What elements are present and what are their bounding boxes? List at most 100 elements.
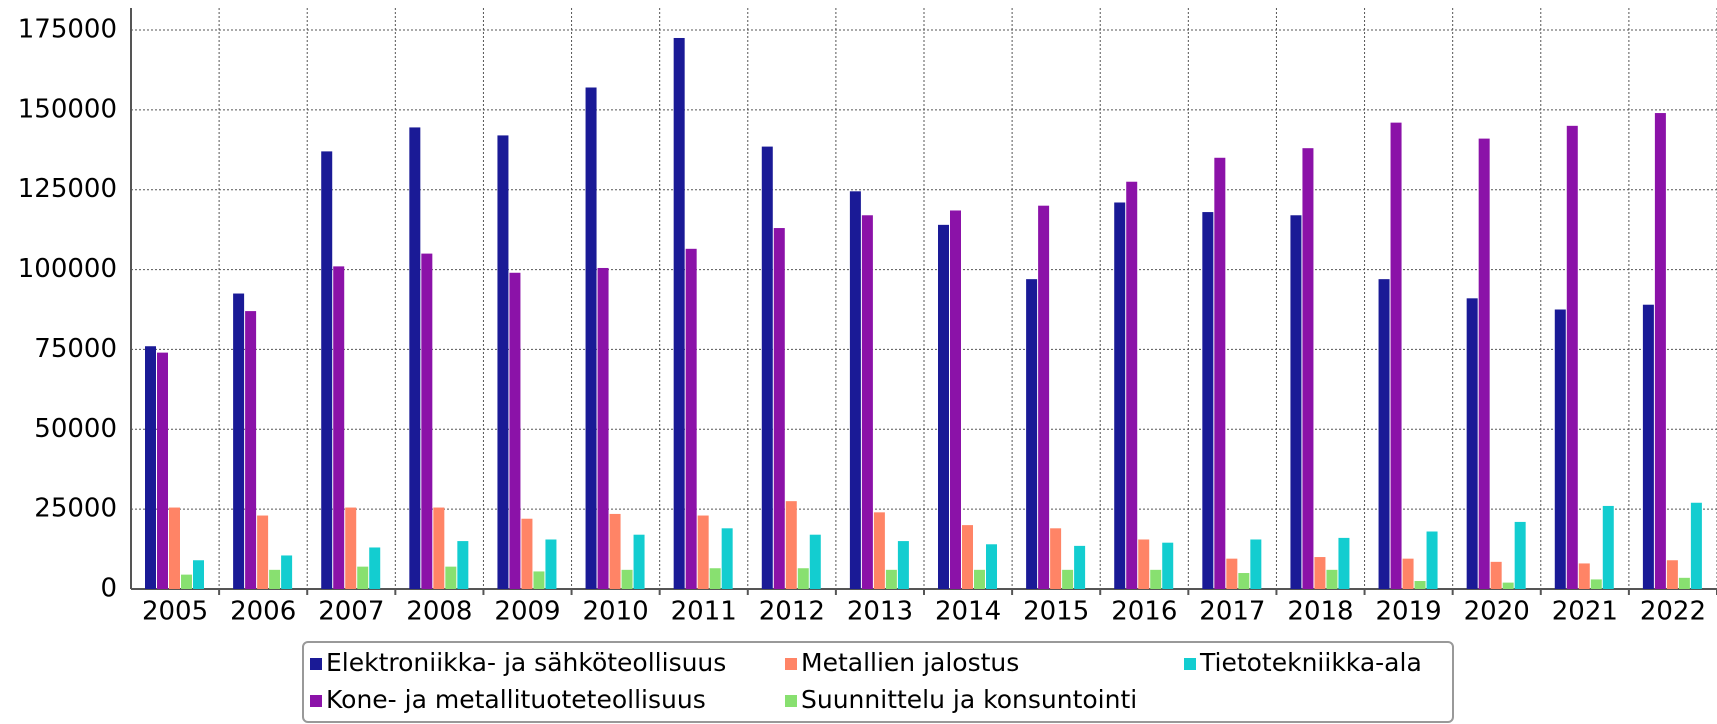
bar xyxy=(1214,157,1226,589)
legend-label: Metallien jalostus xyxy=(801,648,1019,677)
bar xyxy=(457,541,469,589)
x-tick-label: 2019 xyxy=(1376,597,1442,627)
bar xyxy=(357,566,369,589)
bar xyxy=(181,574,192,589)
legend-swatch xyxy=(785,658,797,670)
x-tick-label: 2022 xyxy=(1640,597,1706,627)
bar xyxy=(873,512,885,589)
bar xyxy=(1490,561,1502,589)
bar xyxy=(585,87,597,590)
bar xyxy=(1162,542,1174,589)
y-tick-label: 50000 xyxy=(34,414,117,444)
bar xyxy=(509,272,521,589)
bar xyxy=(1226,558,1238,589)
bar xyxy=(1590,579,1602,589)
bar xyxy=(233,293,245,589)
bar xyxy=(685,248,697,589)
x-tick-label: 2013 xyxy=(847,597,913,627)
bar xyxy=(761,146,773,589)
bar xyxy=(885,569,897,589)
bar xyxy=(1654,113,1666,590)
y-tick-label: 25000 xyxy=(34,494,117,524)
bar xyxy=(721,528,733,589)
x-tick-label: 2016 xyxy=(1111,597,1177,627)
legend-label: Tietotekniikka-ala xyxy=(1199,648,1422,677)
bar xyxy=(269,569,281,589)
legend-swatch xyxy=(1184,658,1196,670)
y-tick-label: 0 xyxy=(100,574,117,604)
bar xyxy=(1378,279,1390,589)
legend-swatch xyxy=(310,658,322,670)
x-tick-label: 2011 xyxy=(671,597,737,627)
legend-label: Elektroniikka- ja sähköteollisuus xyxy=(326,648,726,677)
bar xyxy=(1502,582,1514,589)
legend-swatch xyxy=(310,695,322,707)
bar xyxy=(1390,122,1402,590)
x-tick-label: 2009 xyxy=(494,597,560,627)
bar xyxy=(1466,298,1478,589)
y-tick-label: 100000 xyxy=(18,254,117,284)
x-tick-label: 2007 xyxy=(318,597,384,627)
bar xyxy=(950,210,961,589)
bar xyxy=(809,534,821,589)
bar xyxy=(785,501,797,589)
legend-box xyxy=(302,641,1454,723)
bar xyxy=(169,507,180,589)
bar xyxy=(1478,138,1490,589)
x-tick-label: 2014 xyxy=(935,597,1001,627)
bar xyxy=(1678,577,1690,589)
bar xyxy=(1126,181,1138,589)
bar xyxy=(145,346,156,589)
y-tick-label: 125000 xyxy=(18,174,117,204)
bar xyxy=(709,568,721,589)
bar xyxy=(1038,205,1050,589)
bar xyxy=(1426,531,1438,589)
bar xyxy=(597,267,609,589)
bar xyxy=(409,127,421,589)
bar xyxy=(1050,528,1062,589)
bar xyxy=(986,544,997,589)
bar xyxy=(849,191,861,589)
x-tick-label: 2017 xyxy=(1199,597,1265,627)
bar xyxy=(1602,505,1614,589)
bar xyxy=(938,224,949,589)
bar xyxy=(797,568,809,589)
bar xyxy=(1566,125,1578,589)
x-tick-label: 2020 xyxy=(1464,597,1530,627)
bar xyxy=(157,352,168,589)
bar xyxy=(245,311,257,589)
bar xyxy=(1338,537,1350,589)
bar xyxy=(633,534,645,589)
bar xyxy=(193,560,204,589)
bar xyxy=(1554,309,1566,589)
bar xyxy=(1302,148,1314,589)
bar xyxy=(1666,560,1678,589)
bar xyxy=(1290,215,1302,590)
y-tick-label: 75000 xyxy=(34,334,117,364)
bar xyxy=(1578,563,1590,589)
y-tick-label: 175000 xyxy=(18,15,117,45)
bar xyxy=(673,37,685,589)
bar xyxy=(545,539,557,589)
bar xyxy=(1314,557,1326,589)
bar xyxy=(1150,569,1162,589)
x-tick-label: 2021 xyxy=(1552,597,1618,627)
bar xyxy=(445,566,457,589)
bar xyxy=(1414,581,1426,589)
bar xyxy=(1250,539,1262,589)
bar xyxy=(621,569,633,589)
legend-label: Kone- ja metallituoteteollisuus xyxy=(326,685,706,714)
bar xyxy=(1062,569,1074,589)
bar xyxy=(281,555,293,589)
bar xyxy=(974,569,985,589)
x-tick-label: 2018 xyxy=(1287,597,1353,627)
x-tick-label: 2005 xyxy=(142,597,208,627)
y-tick-label: 150000 xyxy=(18,94,117,124)
bar xyxy=(1514,521,1526,589)
bar xyxy=(897,541,909,589)
bar xyxy=(1690,502,1702,589)
bar xyxy=(333,266,345,589)
bar xyxy=(433,507,445,589)
x-tick-label: 2008 xyxy=(406,597,472,627)
